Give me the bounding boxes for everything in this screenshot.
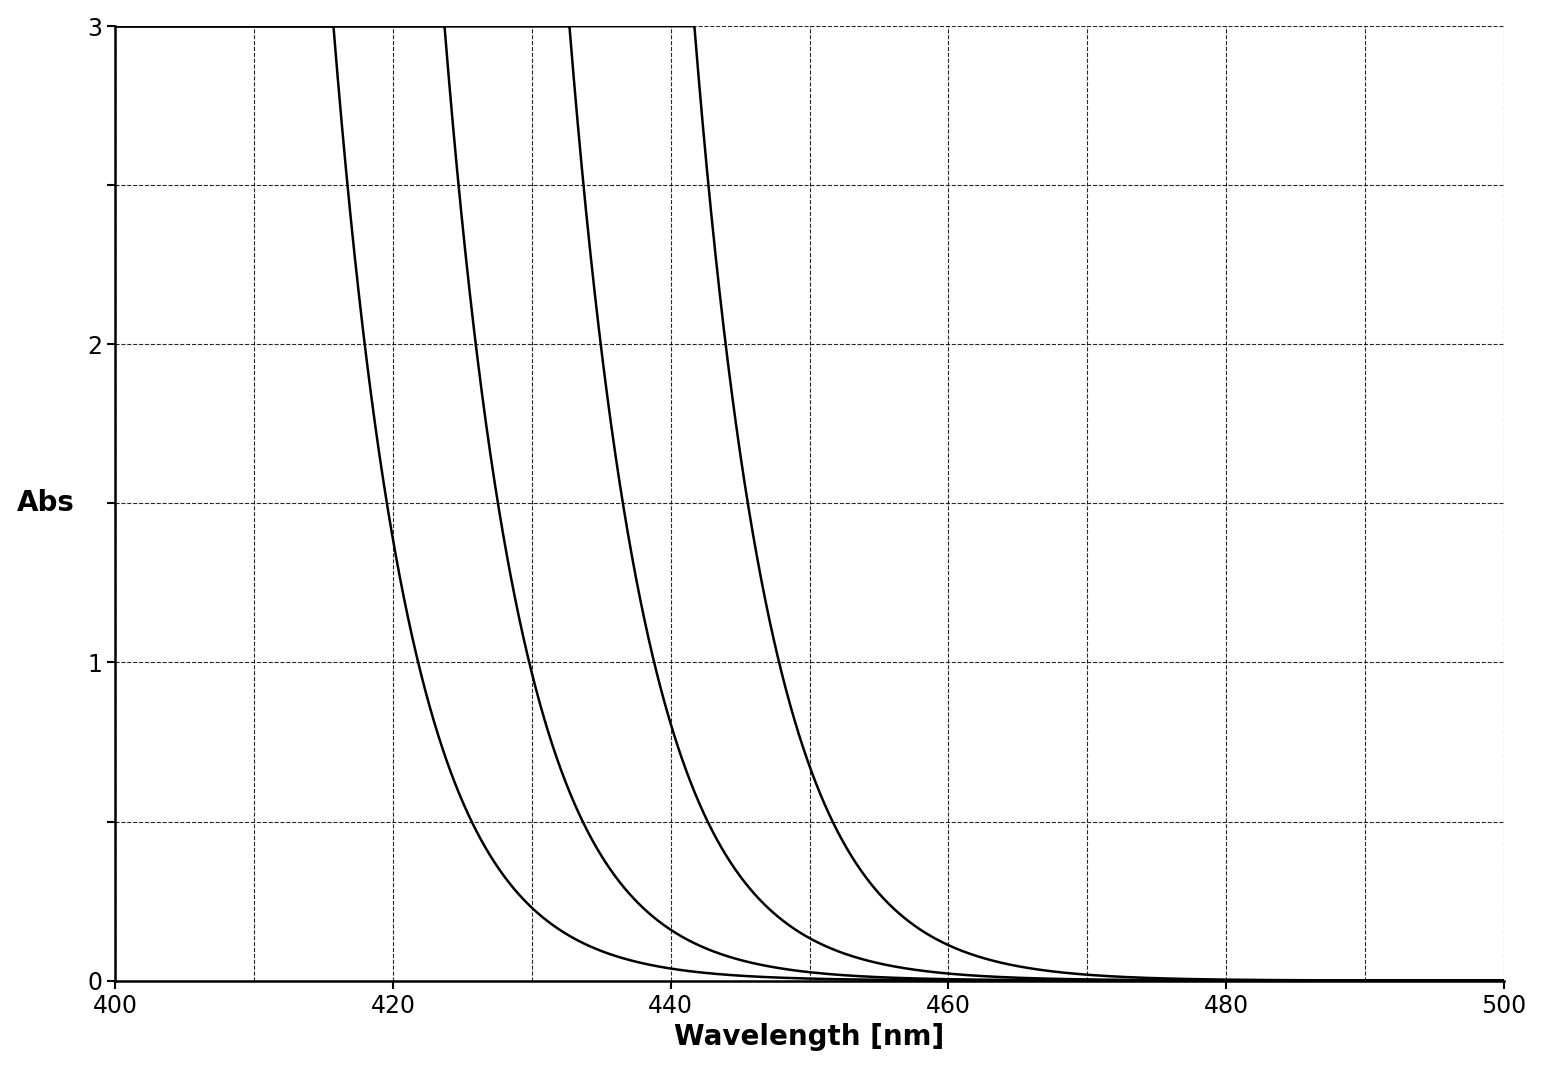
Y-axis label: Abs: Abs — [17, 489, 74, 517]
X-axis label: Wavelength [nm]: Wavelength [nm] — [674, 1023, 944, 1051]
